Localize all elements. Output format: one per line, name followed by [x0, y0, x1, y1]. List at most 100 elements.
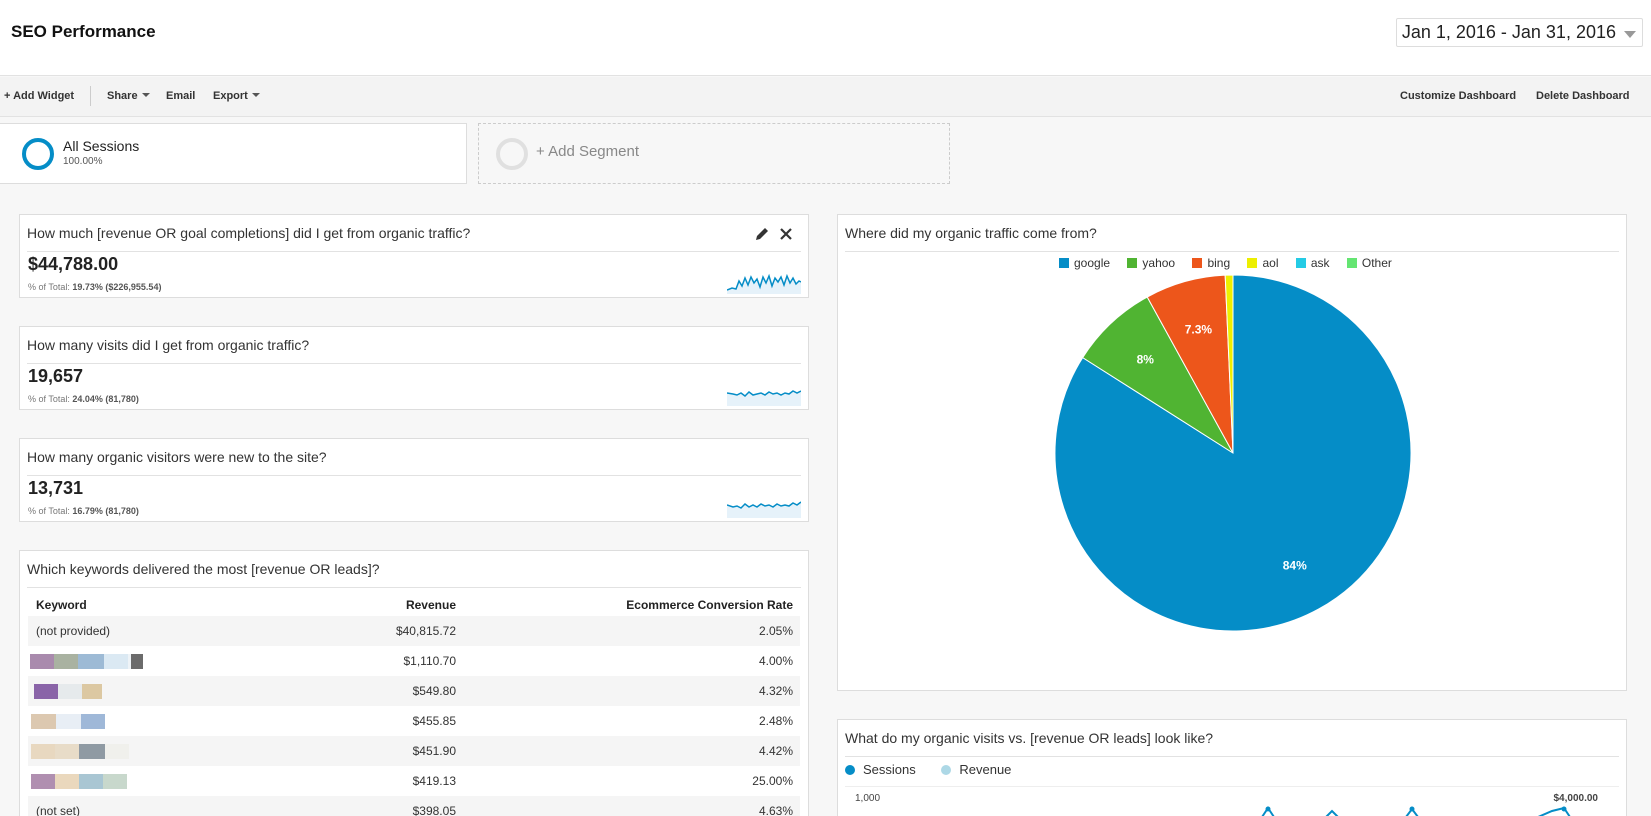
legend-label: ask	[1310, 256, 1330, 270]
empty-segment-ring-icon	[496, 138, 528, 170]
segment-name: All Sessions	[63, 138, 140, 154]
close-icon[interactable]	[776, 224, 796, 244]
column-header-keyword[interactable]: Keyword	[36, 598, 87, 612]
legend-swatch	[1295, 258, 1306, 268]
legend-label: bing	[1207, 256, 1231, 270]
conversion-rate-cell: 4.00%	[758, 654, 793, 668]
segment-all-sessions[interactable]: All Sessions 100.00%	[0, 123, 467, 184]
conversion-rate-cell: 2.48%	[758, 714, 793, 728]
metric-percent-of-total: % of Total: 16.79% (81,780)	[28, 506, 139, 516]
revenue-cell: $1,110.70	[403, 654, 457, 668]
legend-swatch	[1192, 258, 1203, 268]
sparkline-chart	[727, 390, 801, 406]
percent-of-total-label: % of Total:	[28, 282, 70, 292]
redacted-keyword-image	[30, 654, 143, 669]
segment-percent: 100.00%	[63, 156, 103, 167]
add-segment-slot[interactable]: + Add Segment	[478, 123, 950, 184]
export-menu-button[interactable]: Export	[213, 90, 260, 102]
date-range-label: Jan 1, 2016 - Jan 31, 2016	[1401, 22, 1616, 42]
redacted-keyword-image	[34, 684, 102, 699]
customize-dashboard-button[interactable]: Customize Dashboard	[1400, 90, 1517, 102]
metric-value: $44,788.00	[28, 254, 119, 274]
widget-new-visitors: How many organic visitors were new to th…	[19, 438, 809, 522]
revenue-cell: $40,815.72	[395, 624, 456, 638]
add-widget-button[interactable]: + Add Widget	[4, 90, 75, 102]
revenue-cell: $451.90	[412, 744, 456, 758]
keyword-cell[interactable]: (not set)	[36, 804, 81, 816]
redacted-keyword-image	[31, 774, 127, 789]
legend-item-revenue[interactable]: Revenue	[941, 762, 1011, 777]
toolbar-divider	[90, 86, 91, 106]
legend-item-bing[interactable]: bing	[1192, 256, 1230, 270]
legend-item-ask[interactable]: ask	[1295, 256, 1330, 270]
widget-title: How many visits did I get from organic t…	[27, 327, 801, 364]
chart-legend: Sessions Revenue	[845, 762, 1025, 777]
table-row: $549.80 4.32%	[28, 676, 800, 706]
widget-title: Where did my organic traffic come from?	[845, 215, 1619, 252]
widget-top-keywords: Which keywords delivered the most [reven…	[19, 550, 809, 816]
percent-of-total-label: % of Total:	[28, 394, 70, 404]
right-axis-tick: $4,000.00	[1553, 793, 1599, 804]
legend-swatch	[1059, 258, 1069, 268]
pie-slice-yahoo[interactable]	[1082, 296, 1234, 454]
column-header-conversion-rate[interactable]: Ecommerce Conversion Rate	[626, 598, 793, 612]
redacted-keyword-image	[31, 744, 129, 759]
conversion-rate-cell: 25.00%	[752, 774, 793, 788]
traffic-sources-pie-chart: 84% 8% 7.3%	[1054, 275, 1412, 632]
page-title: SEO Performance	[11, 22, 156, 41]
caret-down-icon	[251, 93, 260, 97]
percent-of-total-label: % of Total:	[28, 506, 70, 516]
left-axis-tick: 1,000	[855, 793, 881, 804]
keyword-cell[interactable]: (not provided)	[36, 624, 111, 638]
table-row: $419.13 25.00%	[28, 766, 800, 796]
metric-value: 13,731	[28, 478, 84, 498]
legend-dot	[845, 765, 855, 775]
legend-item-yahoo[interactable]: yahoo	[1127, 256, 1175, 270]
legend-label: aol	[1262, 256, 1279, 270]
share-menu-button[interactable]: Share	[107, 90, 150, 102]
legend-item-sessions[interactable]: Sessions	[845, 762, 916, 777]
percent-of-total-value: 16.79% (81,780)	[72, 506, 139, 516]
percent-of-total-value: 19.73% ($226,955.54)	[72, 282, 162, 292]
legend-label: Sessions	[863, 762, 916, 777]
table-header-row: Keyword Revenue Ecommerce Conversion Rat…	[28, 594, 800, 616]
table-row: $451.90 4.42%	[28, 736, 800, 766]
sessions-line-peaks	[1261, 806, 1571, 816]
legend-dot	[941, 765, 952, 775]
delete-dashboard-button[interactable]: Delete Dashboard	[1536, 90, 1630, 102]
revenue-cell: $419.13	[412, 774, 456, 788]
widget-visits-vs-revenue: What do my organic visits vs. [revenue O…	[837, 719, 1627, 816]
legend-item-google[interactable]: google	[1059, 256, 1110, 270]
widget-traffic-sources: Where did my organic traffic come from? …	[837, 214, 1627, 691]
table-row: $1,110.70 4.00%	[28, 646, 800, 676]
pencil-icon[interactable]	[752, 224, 772, 244]
keywords-table: Keyword Revenue Ecommerce Conversion Rat…	[28, 594, 800, 816]
widget-organic-visits: How many visits did I get from organic t…	[19, 326, 809, 410]
add-segment-button[interactable]: + Add Segment	[536, 143, 639, 160]
date-range-picker[interactable]: Jan 1, 2016 - Jan 31, 2016	[1395, 18, 1643, 47]
legend-item-other[interactable]: Other	[1346, 256, 1392, 270]
legend-label: Other	[1361, 256, 1392, 270]
legend-label: google	[1074, 256, 1111, 270]
widget-title: Which keywords delivered the most [reven…	[27, 551, 801, 588]
column-header-revenue[interactable]: Revenue	[405, 598, 456, 612]
table-row: (not provided) $40,815.72 2.05%	[28, 616, 800, 646]
chevron-down-icon	[1624, 31, 1636, 38]
legend-label: Revenue	[959, 762, 1012, 777]
pie-slice-aol[interactable]	[1224, 275, 1234, 454]
table-row: (not set) $398.05 4.63%	[28, 796, 800, 816]
gridline	[845, 786, 1619, 787]
revenue-cell: $455.85	[412, 714, 456, 728]
legend-item-aol[interactable]: aol	[1247, 256, 1278, 270]
legend-swatch	[1247, 258, 1258, 268]
percent-of-total-value: 24.04% (81,780)	[72, 394, 139, 404]
segment-ring-icon	[22, 138, 54, 170]
pie-data-label-yahoo: 8%	[1137, 353, 1155, 367]
conversion-rate-cell: 4.42%	[758, 744, 793, 758]
pie-data-label-bing: 7.3%	[1185, 323, 1213, 337]
email-button[interactable]: Email	[166, 90, 196, 102]
table-row: $455.85 2.48%	[28, 706, 800, 736]
pie-slice-google[interactable]	[1054, 275, 1412, 632]
pie-data-label-google: 84%	[1283, 558, 1307, 572]
conversion-rate-cell: 4.63%	[758, 804, 793, 816]
